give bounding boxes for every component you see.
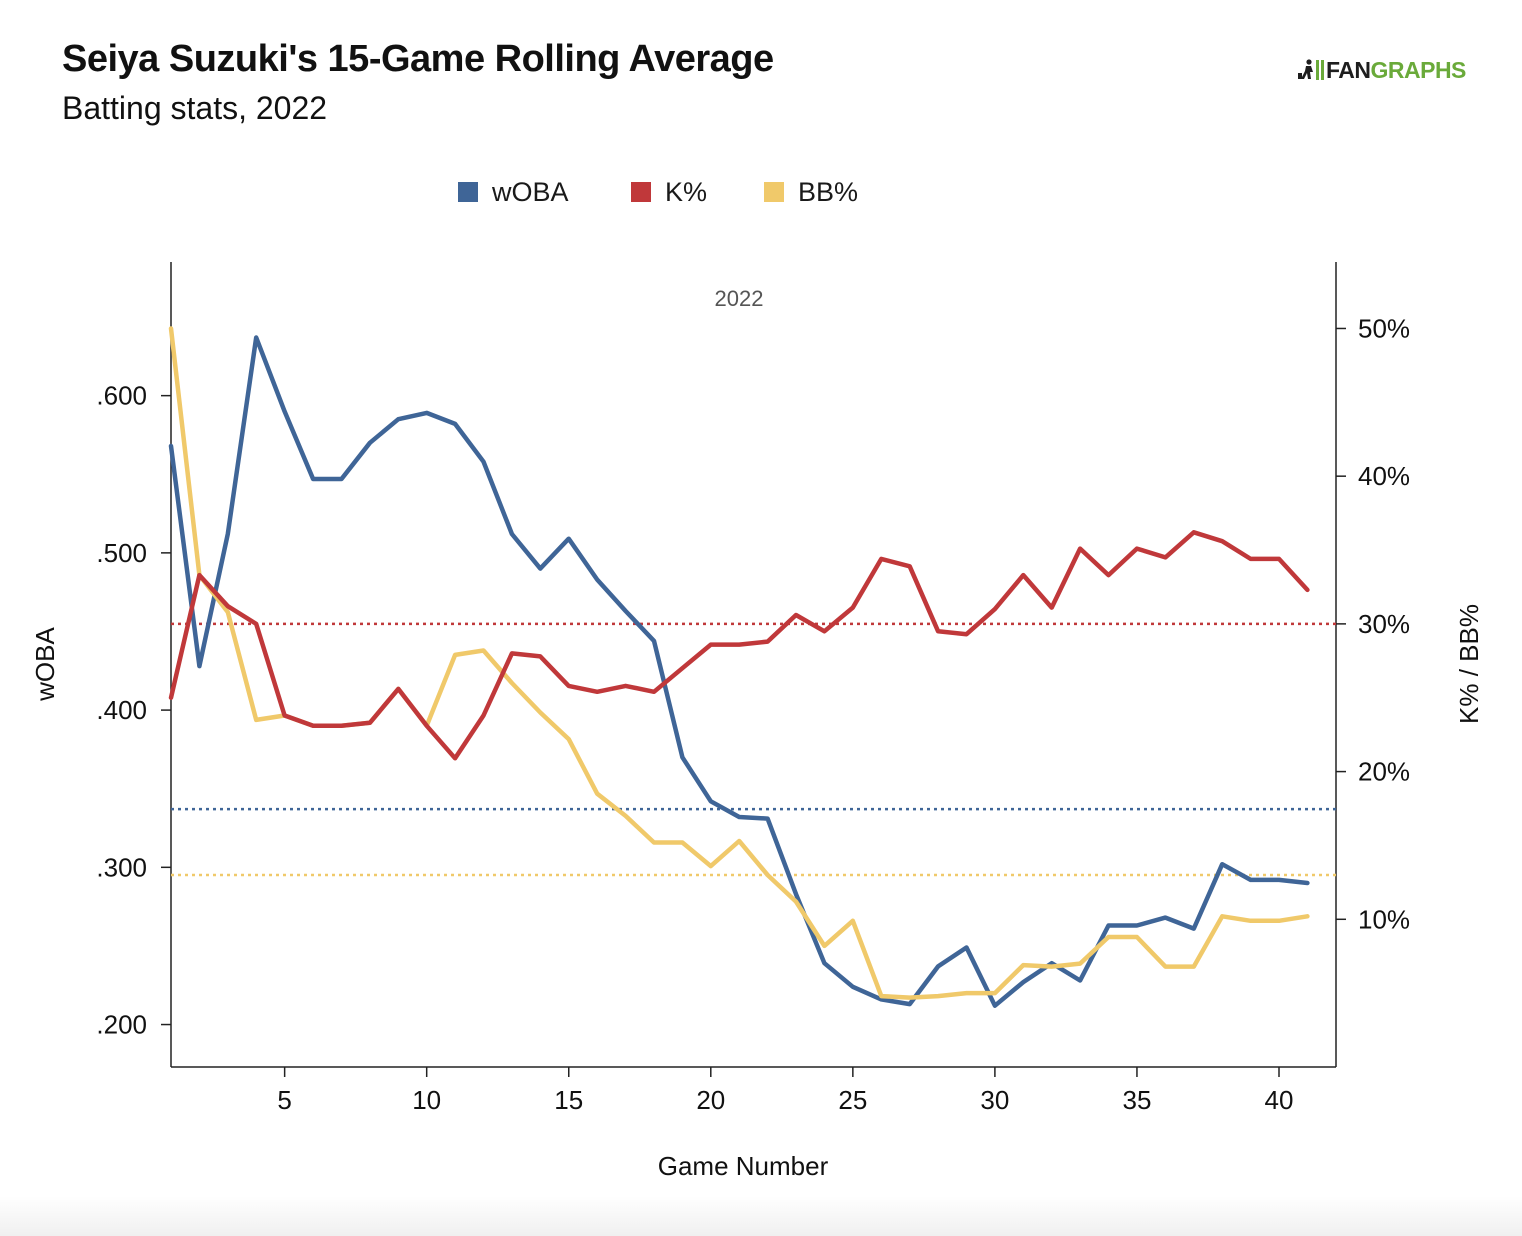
x-axis-tick-label: 15 <box>554 1085 583 1115</box>
right-axis-tick-label: 10% <box>1358 904 1410 934</box>
x-axis-tick-label: 35 <box>1122 1085 1151 1115</box>
logo-text-fan: FAN <box>1326 56 1371 83</box>
chart-title: Seiya Suzuki's 15-Game Rolling Average <box>62 38 774 80</box>
right-axis-title: K% / BB% <box>1454 604 1484 724</box>
x-axis-tick-label: 5 <box>277 1085 291 1115</box>
right-axis-tick-label: 20% <box>1358 757 1410 787</box>
fangraphs-logo: FANGRAPHS <box>1296 54 1466 86</box>
left-axis-tick-label: .500 <box>96 538 147 568</box>
x-axis-tick-label: 30 <box>980 1085 1009 1115</box>
fangraphs-logo-text: FANGRAPHS <box>1326 57 1466 84</box>
page-bottom-fade <box>0 1196 1522 1236</box>
series-line-k-pct <box>168 530 1310 761</box>
legend-item-k-pct: K% <box>631 172 707 212</box>
legend-item-bb-pct: BB% <box>764 172 858 212</box>
legend-item-woba: wOBA <box>458 172 569 212</box>
x-axis-tick-label: 20 <box>696 1085 725 1115</box>
left-axis-title: wOBA <box>30 627 60 702</box>
right-axis-tick-label: 50% <box>1358 313 1410 343</box>
legend-swatch-bb-pct <box>764 182 784 202</box>
chart-subtitle: Batting stats, 2022 <box>62 90 328 126</box>
x-axis-tick-label: 25 <box>838 1085 867 1115</box>
legend-label-k-pct: K% <box>665 176 708 207</box>
left-axis-tick-label: .600 <box>96 381 147 411</box>
logo-text-graphs: GRAPHS <box>1370 56 1467 83</box>
right-axis-tick-label: 40% <box>1358 461 1410 491</box>
left-axis-tick-label: .400 <box>96 695 147 725</box>
x-axis-title: Game Number <box>658 1151 829 1181</box>
season-label: 2022 <box>715 286 764 311</box>
series-line-woba <box>168 335 1310 1008</box>
legend-swatch-woba <box>458 182 478 202</box>
legend-label-bb-pct: BB% <box>798 176 859 207</box>
series-line-bb-pct <box>168 326 1310 1000</box>
legend-swatch-k-pct <box>631 182 651 202</box>
x-axis-tick-label: 10 <box>412 1085 441 1115</box>
fangraphs-logo-icon <box>1296 57 1324 83</box>
legend-label-woba: wOBA <box>492 176 569 207</box>
right-axis-tick-label: 30% <box>1358 609 1410 639</box>
left-axis-tick-label: .300 <box>96 852 147 882</box>
chart-legend: wOBA K% BB% <box>0 172 1522 212</box>
x-axis-tick-label: 40 <box>1265 1085 1294 1115</box>
left-axis-tick-label: .200 <box>96 1010 147 1040</box>
